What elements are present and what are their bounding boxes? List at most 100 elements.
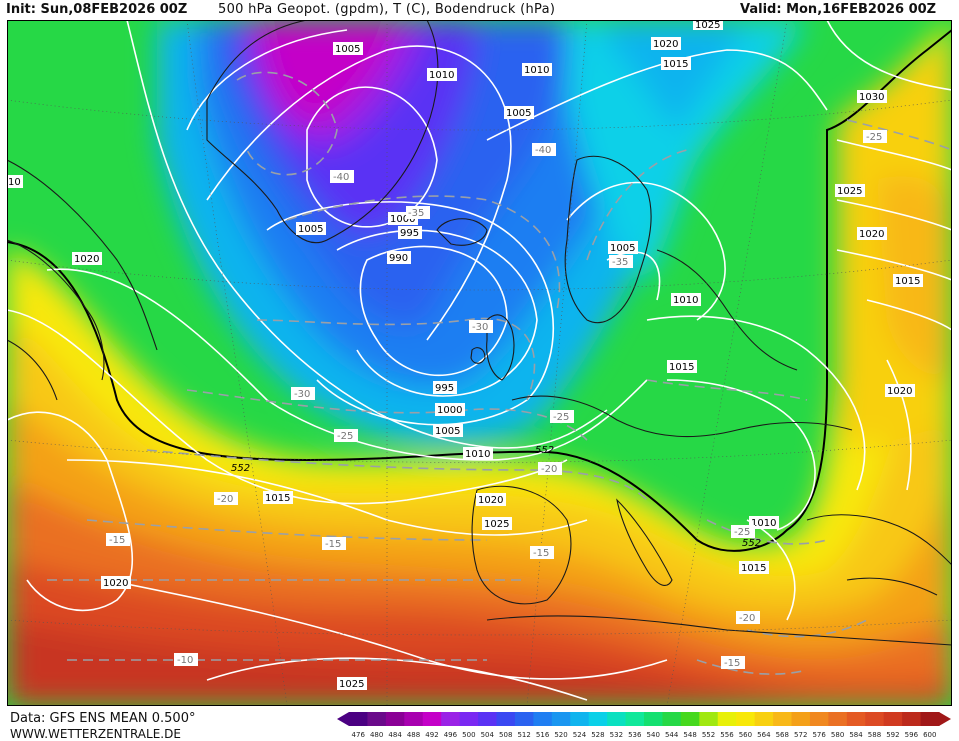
- legend-swatch: [607, 712, 627, 726]
- isobar-label: 1030: [859, 92, 884, 103]
- legend-swatch: [478, 712, 497, 726]
- temperature-label: -15: [724, 658, 740, 669]
- legend-value-label: 540: [647, 731, 660, 739]
- legend-arrow-right: [939, 712, 951, 726]
- init-time: Init: Sun,08FEB2026 00Z: [6, 2, 188, 17]
- isobar-label: 1005: [335, 44, 360, 55]
- isobar-label: 1005: [298, 224, 323, 235]
- legend-value-label: 504: [481, 731, 495, 739]
- temperature-label: -15: [533, 548, 549, 559]
- legend-value-label: 476: [352, 731, 366, 739]
- temperature-label: -20: [739, 613, 755, 624]
- isobar-label: 1020: [653, 39, 678, 50]
- temperature-label: -25: [553, 412, 569, 423]
- temperature-label: -30: [472, 322, 488, 333]
- temperature-label: -25: [734, 527, 750, 538]
- legend-swatch: [588, 712, 608, 726]
- isobar-label: 1010: [429, 70, 454, 81]
- isobar-label: 1025: [339, 679, 364, 690]
- legend-swatch: [570, 712, 590, 726]
- isobar-label: 1005: [506, 108, 531, 119]
- isobar-label: 1020: [859, 229, 884, 240]
- temperature-label: -15: [109, 535, 125, 546]
- map-title: 500 hPa Geopot. (gpdm), T (C), Bodendruc…: [218, 2, 556, 17]
- legend-arrow-left: [337, 712, 349, 726]
- legend-swatch: [533, 712, 553, 726]
- isobar-label: 1015: [663, 59, 688, 70]
- temperature-label: -20: [217, 494, 233, 505]
- isobar-label: 1005: [435, 426, 460, 437]
- isobar-label: 1010: [751, 518, 776, 529]
- legend-value-label: 592: [886, 731, 899, 739]
- color-legend: 476 480 484 488 492 496 500 504 508 512 516 520 524 5…: [337, 712, 951, 739]
- isobar-label: 995: [400, 228, 419, 239]
- legend-swatch: [551, 712, 571, 726]
- isobar-label: 1015: [669, 362, 694, 373]
- legend-value-label: 560: [739, 731, 752, 739]
- legend-value-label: 572: [794, 731, 807, 739]
- isobar-label-group: 1005 1010 1010 1005 1020 1015 1025 1030 …: [7, 20, 923, 690]
- isobar-label: 1025: [695, 20, 720, 31]
- legend-swatch: [920, 712, 940, 726]
- legend-swatch: [846, 712, 866, 726]
- legend-swatch: [441, 712, 461, 726]
- legend-value-label: 536: [628, 731, 642, 739]
- temperature-label: -40: [535, 145, 551, 156]
- isobar-label: 10: [8, 177, 21, 188]
- isobar-label: 1005: [610, 243, 635, 254]
- geopotential-label: 552: [535, 445, 554, 456]
- legend-value-label: 588: [868, 731, 881, 739]
- legend-swatch: [367, 712, 387, 726]
- legend-value-label: 508: [499, 731, 512, 739]
- legend-swatch: [828, 712, 848, 726]
- temperature-label: -30: [294, 389, 310, 400]
- legend-swatch: [791, 712, 811, 726]
- legend-swatch: [644, 712, 663, 726]
- legend-value-label: 480: [370, 731, 383, 739]
- legend-swatch: [422, 712, 442, 726]
- legend-value-label: 544: [665, 731, 679, 739]
- legend-value-label: 548: [683, 731, 696, 739]
- isobar-label: 995: [435, 383, 454, 394]
- isobar-label: 1020: [103, 578, 128, 589]
- temperature-label: -25: [866, 132, 882, 143]
- isobar-label: 1015: [741, 563, 766, 574]
- temperature-label: -40: [333, 172, 349, 183]
- legend-swatch: [496, 712, 516, 726]
- legend-value-label: 532: [610, 731, 623, 739]
- legend-value-label: 564: [757, 731, 771, 739]
- legend-value-label: 552: [702, 731, 715, 739]
- geopotential-label: 552: [231, 463, 250, 474]
- legend-swatch: [699, 712, 719, 726]
- valid-time: Valid: Mon,16FEB2026 00Z: [740, 2, 937, 17]
- isobar-label: 1025: [484, 519, 509, 530]
- legend-swatch: [883, 712, 903, 726]
- geopotential-label: 552: [742, 538, 761, 549]
- isobar-lines: [7, 20, 952, 701]
- legend-swatch: [385, 712, 405, 726]
- legend-value-label: 492: [425, 731, 438, 739]
- isobar-label: 1015: [895, 276, 920, 287]
- legend-value-label: 584: [849, 731, 863, 739]
- legend-value-label: 488: [407, 731, 420, 739]
- isobar-label: 1020: [74, 254, 99, 265]
- isobar-label: 1020: [887, 386, 912, 397]
- legend-swatch: [459, 712, 479, 726]
- isobar-label: 1010: [673, 295, 698, 306]
- legend-swatch: [754, 712, 774, 726]
- data-source: Data: GFS ENS MEAN 0.500°: [10, 711, 196, 726]
- legend-swatch: [680, 712, 700, 726]
- legend-value-label: 576: [812, 731, 826, 739]
- temperature-label: -20: [541, 464, 557, 475]
- legend-value-label: 568: [776, 731, 789, 739]
- website-url: WWW.WETTERZENTRALE.DE: [10, 727, 181, 741]
- legend-swatch: [902, 712, 922, 726]
- legend-value-label: 512: [517, 731, 530, 739]
- map-header: Init: Sun,08FEB2026 00Z 500 hPa Geopot. …: [0, 0, 959, 20]
- legend-swatch: [349, 712, 368, 726]
- graticule: [7, 20, 952, 706]
- temperature-label: -35: [612, 257, 628, 268]
- temperature-label: -10: [177, 655, 193, 666]
- legend-value-label: 520: [554, 731, 567, 739]
- legend-value-label: 524: [573, 731, 587, 739]
